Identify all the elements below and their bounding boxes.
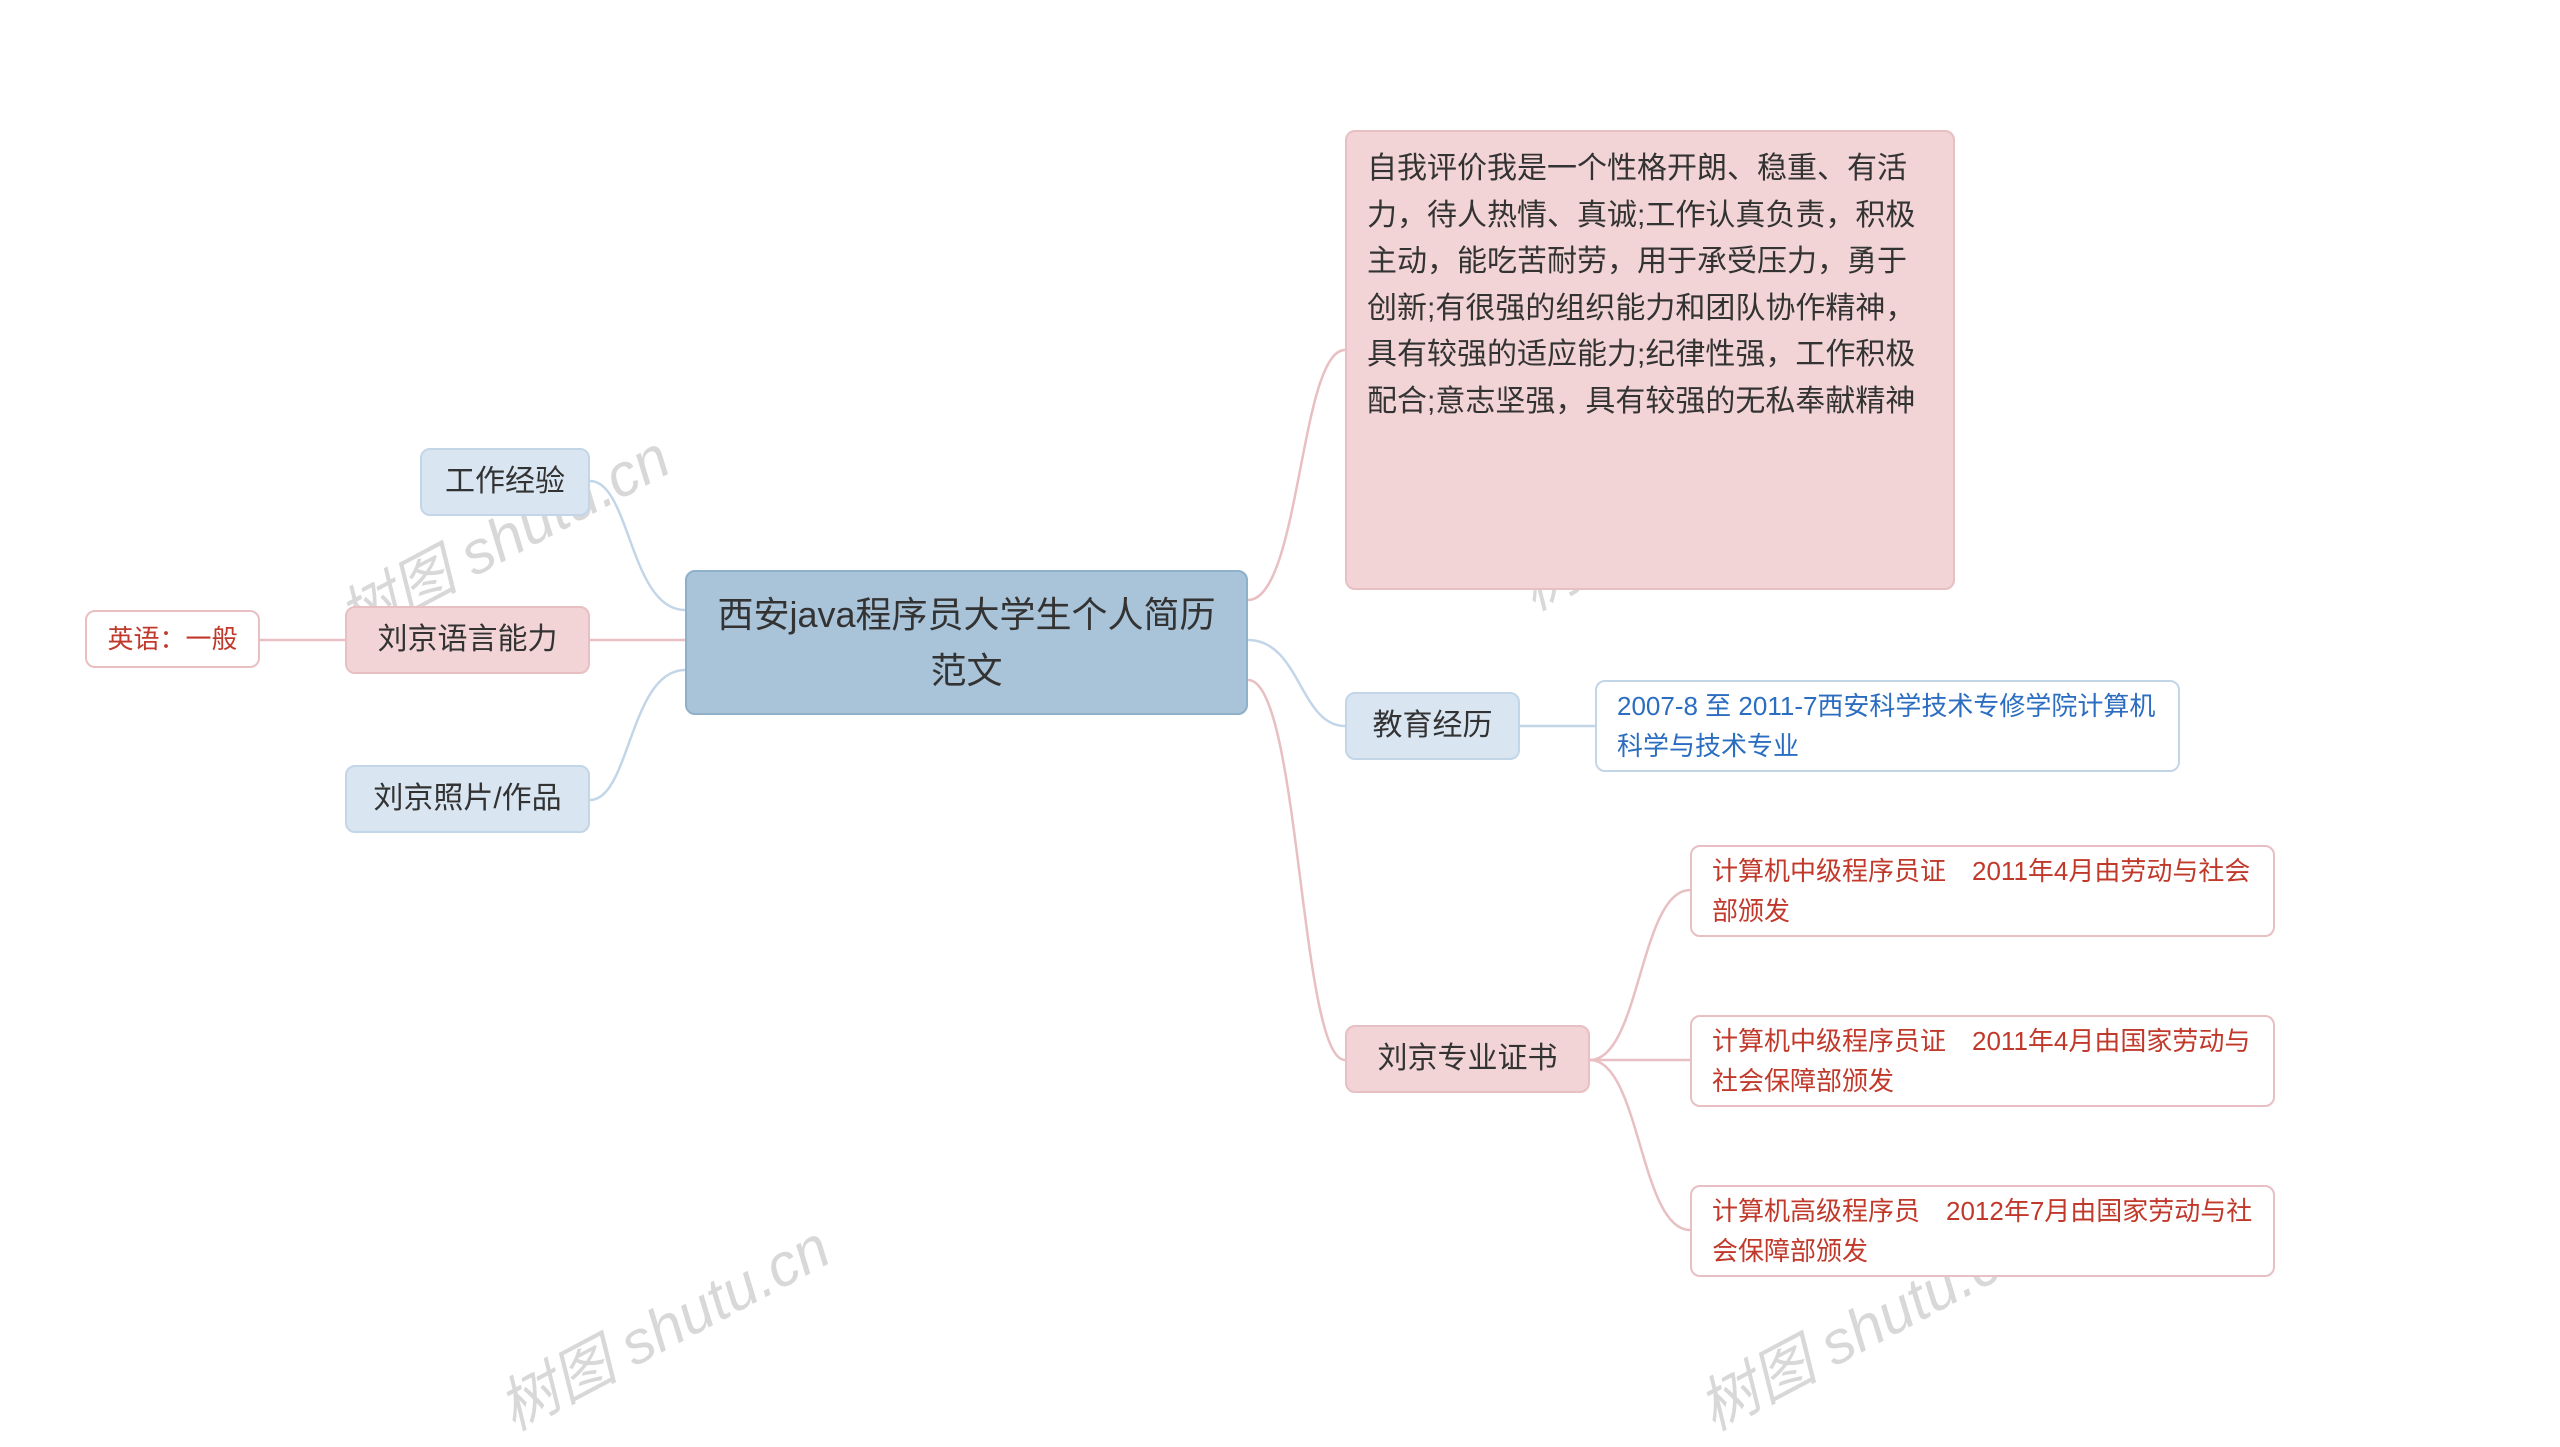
node-cert-2[interactable]: 计算机中级程序员证 2011年4月由国家劳动与社会保障部颁发 — [1690, 1015, 2275, 1107]
node-language-detail-label: 英语：一般 — [107, 619, 237, 659]
node-education-label: 教育经历 — [1373, 703, 1493, 750]
node-cert-3-label: 计算机高级程序员 2012年7月由国家劳动与社会保障部颁发 — [1712, 1191, 2253, 1272]
node-education[interactable]: 教育经历 — [1345, 692, 1520, 760]
central-topic[interactable]: 西安java程序员大学生个人简历范文 — [685, 570, 1248, 715]
node-education-detail[interactable]: 2007-8 至 2011-7西安科学技术专修学院计算机科学与技术专业 — [1595, 680, 2180, 772]
node-cert-1[interactable]: 计算机中级程序员证 2011年4月由劳动与社会部颁发 — [1690, 845, 2275, 937]
node-self-evaluation-label: 自我评价我是一个性格开朗、稳重、有活力，待人热情、真诚;工作认真负责，积极主动，… — [1367, 146, 1933, 425]
watermark: 树图 shutu.cn — [481, 1200, 843, 1447]
node-certificates-label: 刘京专业证书 — [1378, 1036, 1558, 1083]
node-cert-1-label: 计算机中级程序员证 2011年4月由劳动与社会部颁发 — [1712, 851, 2253, 932]
node-work-experience-label: 工作经验 — [445, 459, 565, 506]
central-topic-label: 西安java程序员大学生个人简历范文 — [707, 587, 1226, 699]
node-self-evaluation[interactable]: 自我评价我是一个性格开朗、稳重、有活力，待人热情、真诚;工作认真负责，积极主动，… — [1345, 130, 1955, 590]
node-photo-works-label: 刘京照片/作品 — [373, 776, 561, 823]
node-language-detail[interactable]: 英语：一般 — [85, 610, 260, 668]
node-cert-2-label: 计算机中级程序员证 2011年4月由国家劳动与社会保障部颁发 — [1712, 1021, 2253, 1102]
node-photo-works[interactable]: 刘京照片/作品 — [345, 765, 590, 833]
node-work-experience[interactable]: 工作经验 — [420, 448, 590, 516]
node-language-ability-label: 刘京语言能力 — [378, 617, 558, 664]
node-certificates[interactable]: 刘京专业证书 — [1345, 1025, 1590, 1093]
node-language-ability[interactable]: 刘京语言能力 — [345, 606, 590, 674]
node-cert-3[interactable]: 计算机高级程序员 2012年7月由国家劳动与社会保障部颁发 — [1690, 1185, 2275, 1277]
node-education-detail-label: 2007-8 至 2011-7西安科学技术专修学院计算机科学与技术专业 — [1617, 686, 2158, 767]
